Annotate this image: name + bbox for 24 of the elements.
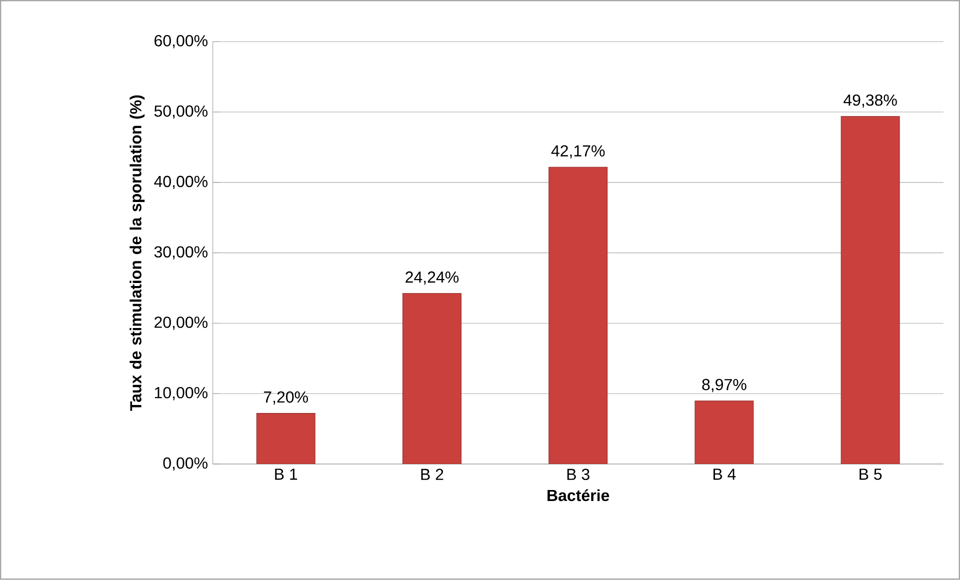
y-tick-label: 20,00%: [154, 316, 208, 330]
x-axis-title: Bactérie: [548, 489, 610, 502]
y-tick-label: 60,00%: [154, 35, 208, 48]
y-tick-label: 0,00%: [163, 458, 208, 471]
x-tick-label: B 2: [421, 468, 444, 480]
y-tick-label: 10,00%: [154, 387, 208, 400]
y-tick-label: 30,00%: [154, 246, 208, 260]
bar: [256, 413, 316, 464]
data-label: 8,97%: [702, 379, 746, 392]
x-tick-label: B 4: [714, 468, 736, 480]
bar: [402, 293, 462, 464]
y-tick-label: 50,00%: [154, 106, 208, 119]
y-tick-label: 40,00%: [154, 176, 208, 190]
bar: [694, 400, 754, 464]
data-label: 24,24%: [406, 272, 459, 285]
data-label: 42,17%: [551, 145, 605, 159]
data-label: 49,38%: [844, 94, 897, 108]
x-tick-label: B 1: [275, 468, 298, 480]
y-axis-title: Taux de stimulation de la sporulation (%): [130, 96, 145, 411]
data-label: 7,20%: [264, 392, 308, 405]
x-tick-label: B 5: [860, 468, 882, 480]
bar: [840, 116, 900, 464]
x-tick-label: B 3: [567, 468, 590, 480]
bar: [548, 167, 608, 464]
